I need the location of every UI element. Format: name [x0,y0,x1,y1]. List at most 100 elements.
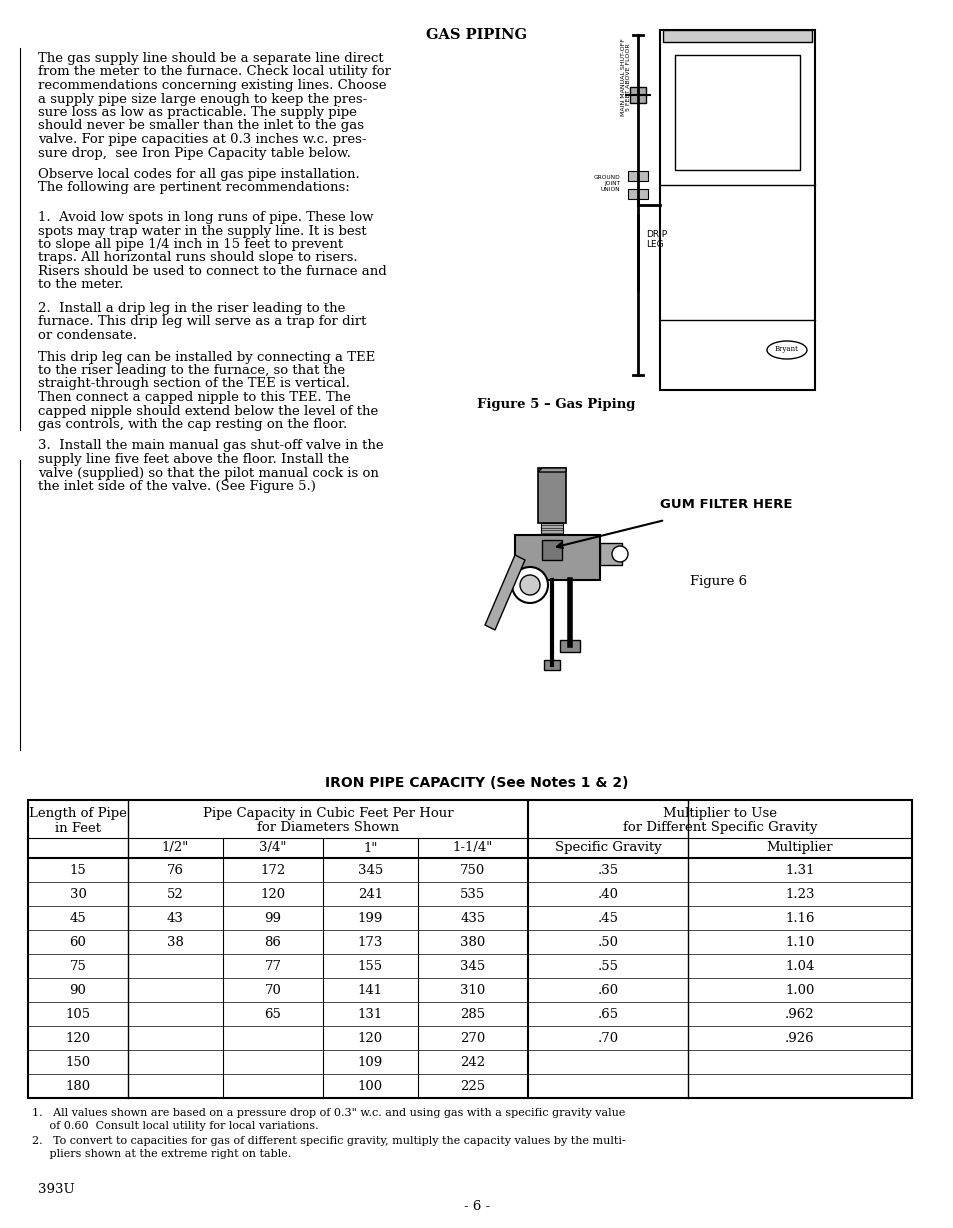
Text: .40: .40 [597,888,618,900]
Circle shape [512,567,547,603]
Text: 30: 30 [70,888,87,900]
Bar [627,189,647,199]
Text: straight-through section of the TEE is vertical.: straight-through section of the TEE is v… [38,377,350,391]
Text: furnace. This drip leg will serve as a trap for dirt: furnace. This drip leg will serve as a t… [38,316,366,329]
Text: Pipe Capacity in Cubic Feet Per Hour: Pipe Capacity in Cubic Feet Per Hour [202,807,453,820]
Text: 1.16: 1.16 [784,911,814,925]
Text: Multiplier to Use: Multiplier to Use [662,807,776,820]
Text: 345: 345 [460,959,485,973]
Polygon shape [484,555,524,630]
Text: 1.00: 1.00 [784,984,814,996]
Text: DRIP
LEG: DRIP LEG [645,230,666,249]
Text: 3/4": 3/4" [259,841,287,855]
Bar [559,640,579,652]
Text: 77: 77 [264,959,281,973]
Text: .45: .45 [597,911,618,925]
Text: 86: 86 [264,936,281,948]
Text: 1-1/4": 1-1/4" [453,841,493,855]
Text: 65: 65 [264,1007,281,1020]
Ellipse shape [766,341,806,359]
Text: Length of Pipe
in Feet: Length of Pipe in Feet [29,807,127,835]
Text: 131: 131 [357,1007,383,1020]
Text: GUM FILTER HERE: GUM FILTER HERE [659,499,792,511]
Text: .962: .962 [784,1007,814,1020]
Text: 535: 535 [460,888,485,900]
Text: 90: 90 [70,984,87,996]
Text: 242: 242 [460,1056,485,1068]
Bar [599,543,621,565]
Bar [541,540,561,560]
Text: 43: 43 [167,911,184,925]
Text: for Diameters Shown: for Diameters Shown [256,820,398,834]
Text: 150: 150 [66,1056,91,1068]
Text: - 6 -: - 6 - [463,1200,490,1213]
Bar [543,659,559,670]
Text: .926: .926 [784,1032,814,1045]
Text: to the riser leading to the furnace, so that the: to the riser leading to the furnace, so … [38,363,345,377]
Text: Then connect a capped nipple to this TEE. The: Then connect a capped nipple to this TEE… [38,391,351,404]
Bar [537,468,565,523]
Text: 76: 76 [167,863,184,877]
Text: 109: 109 [357,1056,383,1068]
Text: 120: 120 [260,888,285,900]
Bar [675,55,800,169]
Text: .50: .50 [597,936,618,948]
Text: 345: 345 [357,863,383,877]
Text: capped nipple should extend below the level of the: capped nipple should extend below the le… [38,404,377,418]
Text: Risers should be used to connect to the furnace and: Risers should be used to connect to the … [38,265,386,278]
Text: .35: .35 [597,863,618,877]
Text: 120: 120 [357,1032,383,1045]
Text: 1.04: 1.04 [784,959,814,973]
Text: 1": 1" [363,841,377,855]
Text: 180: 180 [66,1079,91,1093]
Text: 285: 285 [460,1007,485,1020]
Text: 52: 52 [167,888,184,900]
Text: Figure 5 – Gas Piping: Figure 5 – Gas Piping [476,398,635,411]
Text: 70: 70 [264,984,281,996]
Text: GAS PIPING: GAS PIPING [426,28,527,42]
Text: Multiplier: Multiplier [766,841,832,855]
Bar [662,29,811,42]
Text: supply line five feet above the floor. Install the: supply line five feet above the floor. I… [38,453,349,465]
Text: recommendations concerning existing lines. Choose: recommendations concerning existing line… [38,79,386,92]
Text: This drip leg can be installed by connecting a TEE: This drip leg can be installed by connec… [38,350,375,363]
Text: 1.23: 1.23 [784,888,814,900]
Text: 225: 225 [460,1079,485,1093]
Text: 105: 105 [66,1007,91,1020]
Bar [659,29,814,391]
Text: should never be smaller than the inlet to the gas: should never be smaller than the inlet t… [38,119,364,133]
Text: 199: 199 [357,911,383,925]
Text: the inlet side of the valve. (See Figure 5.): the inlet side of the valve. (See Figure… [38,480,315,492]
Text: 750: 750 [460,863,485,877]
Text: 1/2": 1/2" [162,841,189,855]
Text: 38: 38 [167,936,184,948]
Text: MAIN MANUAL SHUT-OFF
5 FEET ABOVE FLOOR: MAIN MANUAL SHUT-OFF 5 FEET ABOVE FLOOR [620,38,631,115]
Text: for Different Specific Gravity: for Different Specific Gravity [622,820,817,834]
Text: valve. For pipe capacities at 0.3 inches w.c. pres-: valve. For pipe capacities at 0.3 inches… [38,133,366,146]
Text: 380: 380 [460,936,485,948]
Text: gas controls, with the cap resting on the floor.: gas controls, with the cap resting on th… [38,418,347,431]
Text: Observe local codes for all gas pipe installation.: Observe local codes for all gas pipe ins… [38,168,359,181]
Text: 1.10: 1.10 [784,936,814,948]
Text: or condensate.: or condensate. [38,329,137,343]
Text: Figure 6: Figure 6 [689,575,746,588]
Text: 173: 173 [357,936,383,948]
Bar [629,87,645,103]
Circle shape [612,546,627,562]
Text: 1.  Avoid low spots in long runs of pipe. These low: 1. Avoid low spots in long runs of pipe.… [38,211,374,223]
Text: sure drop,  see Iron Pipe Capacity table below.: sure drop, see Iron Pipe Capacity table … [38,146,351,160]
Text: 435: 435 [460,911,485,925]
Text: to the meter.: to the meter. [38,279,123,291]
Text: valve (supplied) so that the pilot manual cock is on: valve (supplied) so that the pilot manua… [38,467,378,479]
Bar [627,171,647,181]
Text: 310: 310 [460,984,485,996]
Text: of 0.60  Consult local utility for local variations.: of 0.60 Consult local utility for local … [32,1121,318,1131]
Text: pliers shown at the extreme right on table.: pliers shown at the extreme right on tab… [32,1149,291,1159]
Text: a supply pipe size large enough to keep the pres-: a supply pipe size large enough to keep … [38,92,367,106]
Text: GROUND
JOINT
UNION: GROUND JOINT UNION [593,176,619,192]
Text: 172: 172 [260,863,285,877]
Text: 2.   To convert to capacities for gas of different specific gravity, multiply th: 2. To convert to capacities for gas of d… [32,1136,625,1146]
Text: 1.   All values shown are based on a pressure drop of 0.3" w.c. and using gas wi: 1. All values shown are based on a press… [32,1108,625,1117]
Text: 75: 75 [70,959,87,973]
Text: 2.  Install a drip leg in the riser leading to the: 2. Install a drip leg in the riser leadi… [38,302,345,316]
